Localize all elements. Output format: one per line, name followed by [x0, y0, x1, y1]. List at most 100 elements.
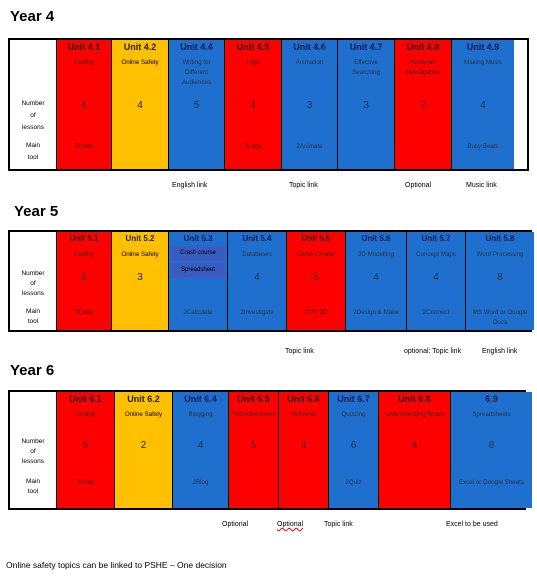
unit-column: Unit 4.6 Animation 3 2Animate [282, 40, 338, 169]
unit-title: Unit 5.7 [421, 234, 451, 243]
unit-column: Unit 5.5 Game Creator 5 2DIY 3D [287, 232, 346, 330]
year4-note-4: Music link [466, 182, 497, 189]
year5-grid: Number of lessons Main tool Unit 5.1 Coding 6 2C… [8, 230, 534, 332]
row-labels: Number of lessons Main tool [10, 392, 57, 508]
unit-topic: Making Music [464, 59, 502, 66]
lesson-count: 4 [480, 100, 486, 111]
unit-title: Unit 4.2 [123, 42, 157, 52]
year5-note-3: English link [482, 348, 518, 355]
main-tool: 2Investigate [240, 309, 274, 316]
lesson-count: 4 [137, 100, 143, 111]
row-label-word: of [30, 280, 36, 287]
lesson-count: 4 [250, 100, 256, 111]
unit-topic: Online Safety [124, 411, 163, 418]
unit-title: Unit 6.5 [237, 394, 270, 404]
unit-column: Unit 6.4 Blogging 4 2Blog [173, 392, 229, 508]
year4-title: Year 4 [10, 8, 55, 25]
year4-note-1: English link [172, 182, 208, 189]
unit-column: Unit 4.7 Effective Searching 3 [338, 40, 395, 169]
unit-topic: Networks [290, 411, 317, 418]
unit-column: 6.9 Spreadsheets 8 Excel or Google Sheets [451, 392, 532, 508]
row-label-word: Main [25, 478, 41, 485]
main-tool: Busy Beats [467, 143, 499, 150]
unit-title: Unit 6.4 [184, 394, 217, 404]
lesson-count: 6 [81, 272, 87, 283]
unit-column: Unit 4.8 Hardware investigators 2 [395, 40, 452, 169]
year6-note-1: Optional [222, 521, 249, 528]
row-label-word: lessons [21, 290, 45, 297]
row-label-word: of [30, 448, 36, 455]
lesson-count: 5 [313, 272, 319, 283]
unit-topic: Concept Maps [416, 251, 456, 258]
unit-topic: Databases [242, 251, 272, 258]
main-tool: 2Design & Make [353, 309, 399, 316]
unit-topic: Text Adventures [231, 411, 276, 418]
unit-subtopic: Crash course [171, 246, 225, 261]
row-label-word: tool [27, 488, 39, 495]
unit-column: Unit 6.6 Networks 3 [279, 392, 329, 508]
unit-topic: Animation [295, 59, 324, 66]
unit-title: Unit 6.6 [287, 394, 320, 404]
unit-title: Unit 4.4 [180, 42, 213, 52]
unit-title: Unit 4.1 [67, 42, 101, 52]
lesson-count: 4 [254, 272, 260, 283]
unit-title: Unit 4.9 [466, 42, 500, 52]
lesson-count: 8 [497, 272, 503, 283]
main-tool: 2Code [74, 143, 94, 150]
row-labels: Number of lessons Main tool [10, 40, 57, 169]
unit-column: Unit 6.2 Online Safety 2 [115, 392, 173, 508]
lesson-count: 4 [433, 272, 439, 283]
lesson-count: 6 [350, 440, 357, 451]
main-tool: 2Connect [422, 309, 450, 316]
unit-title: Unit 4.7 [349, 42, 383, 52]
unit-column: Unit 5.2 Online Safety 3 [112, 232, 169, 330]
row-label-word: Number [21, 100, 45, 107]
unit-title: Unit 5.2 [125, 234, 155, 243]
unit-title: Unit 5.4 [242, 234, 272, 243]
unit-title: Unit 5.3 [183, 234, 213, 243]
unit-title: Unit 4.8 [406, 42, 440, 52]
year6-note-2: Optional [277, 521, 304, 528]
row-label-word: Main [25, 308, 41, 315]
year6-title: Year 6 [10, 362, 55, 379]
unit-column: Unit 4.5 Logo 4 2Logo [225, 40, 282, 169]
main-tool: 2Calculate [183, 309, 213, 316]
main-tool: Excel or Google Sheets [458, 479, 524, 486]
lesson-count: 2 [420, 100, 426, 111]
unit-column: Unit 5.3 Crash course Spreadsheet 2Calculat… [169, 232, 228, 330]
row-label-word: of [30, 112, 36, 119]
lesson-count: 5 [193, 100, 200, 111]
lesson-count: 8 [488, 440, 495, 451]
main-tool: 2Code [76, 479, 95, 486]
year5-note-2: optional: Topic link [404, 348, 462, 355]
unit-topic: Understanding Binary [384, 411, 445, 418]
row-label-word: lessons [21, 124, 45, 131]
unit-title: Unit 6.2 [127, 394, 160, 404]
unit-topic: Effective Searching [352, 59, 380, 76]
unit-topic: Blogging [188, 411, 213, 418]
lesson-count: 4 [197, 440, 204, 451]
unit-topic: Spreadsheets [472, 411, 511, 418]
unit-topic: 3D Modelling [357, 251, 395, 258]
year4-grid: Number of lessons Main tool Unit 4.1 Coding 6 2C… [8, 38, 529, 171]
lesson-count: 4 [411, 440, 418, 451]
unit-topic: Quizzing [341, 411, 366, 418]
unit-title: Unit 6.1 [69, 394, 102, 404]
unit-column: Unit 5.8 Word Processing 8 MS Word or Googl… [466, 232, 534, 330]
unit-topic: Coding [74, 59, 94, 66]
unit-topic: Word Processing [476, 251, 524, 258]
unit-column: Unit 6.5 Text Adventures 5 [229, 392, 279, 508]
year6-grid: Number of lessons Main tool Unit 6.1 Coding 6 2C… [8, 390, 532, 510]
main-tool: 2Quiz [345, 479, 362, 486]
row-label-word: tool [27, 154, 39, 161]
unit-topic: Logo [246, 59, 260, 66]
year4-note-2: Topic link [289, 182, 318, 189]
main-tool: MS Word or Google Docs [472, 309, 528, 326]
unit-column: Unit 6.8 Understanding Binary 4 [379, 392, 451, 508]
unit-topic: Online Safety [121, 59, 159, 66]
unit-column: Unit 6.7 Quizzing 6 2Quiz [329, 392, 379, 508]
unit-title: Unit 6.8 [398, 394, 431, 404]
lesson-count: 6 [81, 100, 87, 111]
main-tool: 2Blog [192, 479, 209, 486]
unit-topic: Coding [74, 251, 94, 258]
